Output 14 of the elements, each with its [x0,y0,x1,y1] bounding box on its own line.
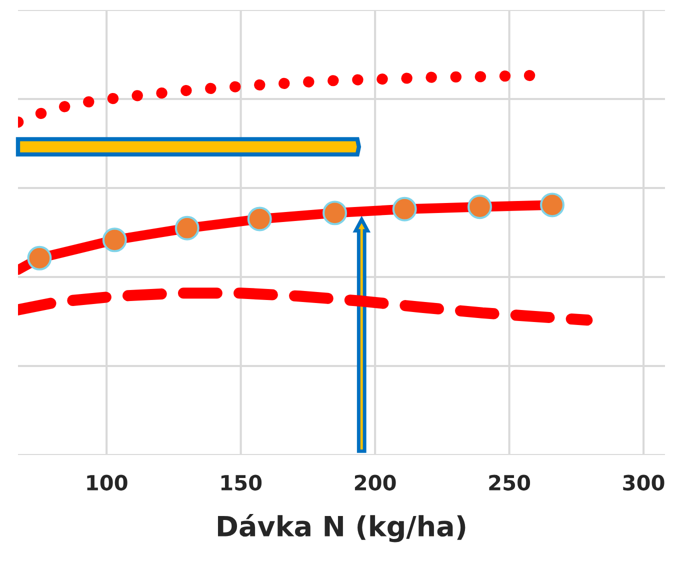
point [27,246,52,270]
x-tick-label: 300 [623,474,664,491]
x-tick-label: 150 [221,474,262,491]
point [540,192,564,218]
point [392,196,417,222]
point [247,206,272,232]
x-axis-title: Dávka N (kg/ha) [218,514,466,542]
point [174,216,200,240]
x-tick-label: 100 [87,474,128,491]
point [102,228,127,252]
x-tick-label: 250 [489,474,530,491]
x-tick-label: 200 [354,474,396,491]
point [322,200,348,226]
point [468,194,492,220]
